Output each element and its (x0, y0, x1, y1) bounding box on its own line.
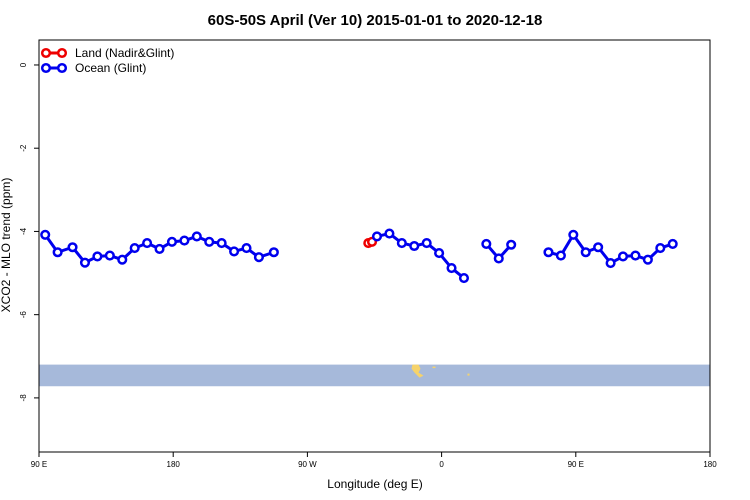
data-point-ocean-glint (630, 250, 641, 261)
legend: Land (Nadir&Glint)Ocean (Glint) (40, 46, 174, 75)
data-point-ocean-glint (371, 231, 383, 242)
land-island (432, 366, 436, 369)
x-tick-label: 90 E (31, 460, 47, 469)
x-tick-label: 180 (703, 460, 717, 469)
x-tick-label: 90 E (568, 460, 584, 469)
data-point-ocean-glint (129, 243, 140, 254)
x-tick-label: 90 W (298, 460, 317, 469)
data-point-ocean-glint (396, 238, 407, 249)
series-layer (40, 228, 678, 284)
data-point-ocean-glint (434, 248, 445, 259)
x-tick-label: 180 (167, 460, 181, 469)
data-point-ocean-glint (268, 247, 279, 258)
y-tick-label: 0 (19, 62, 28, 67)
map-strip (39, 364, 710, 387)
data-point-ocean-glint (446, 263, 457, 274)
data-point-ocean-glint (216, 238, 227, 249)
chart-title: 60S-50S April (Ver 10) 2015-01-01 to 202… (208, 12, 543, 29)
data-point-ocean-glint (421, 238, 432, 249)
x-axis-label: Longitude (deg E) (327, 477, 422, 491)
data-point-ocean-glint (104, 250, 115, 261)
data-point-ocean-glint (92, 251, 103, 262)
data-point-ocean-glint (409, 240, 420, 252)
data-point-ocean-glint (543, 247, 554, 258)
x-tick-label: 0 (439, 460, 444, 469)
data-point-ocean-glint (40, 229, 51, 240)
land-island (467, 373, 470, 376)
y-tick-label: -8 (19, 394, 28, 402)
legend-label-land-nadir-glint: Land (Nadir&Glint) (75, 46, 174, 60)
data-point-ocean-glint (493, 253, 504, 264)
data-point-ocean-glint (655, 243, 666, 254)
data-point-ocean-glint (481, 238, 492, 249)
data-point-ocean-glint (142, 238, 153, 249)
data-point-ocean-glint (79, 257, 91, 268)
data-point-ocean-glint (458, 272, 470, 284)
y-tick-label: -2 (19, 144, 28, 152)
legend-marker-land-nadir-glint (40, 47, 52, 59)
legend-marker-ocean-glint (40, 62, 52, 74)
data-point-ocean-glint (241, 243, 252, 254)
data-point-ocean-glint (52, 247, 63, 258)
data-point-ocean-glint (642, 254, 653, 265)
data-point-ocean-glint (229, 246, 240, 257)
data-point-ocean-glint (67, 242, 78, 253)
data-point-ocean-glint (617, 251, 629, 262)
data-point-ocean-glint (593, 242, 604, 253)
legend-marker-ocean-glint (56, 62, 68, 74)
y-axis: 0 -2 -4 -6 -8 (19, 62, 39, 401)
data-point-ocean-glint (555, 250, 566, 261)
data-point-ocean-glint (605, 258, 616, 269)
data-point-ocean-glint (117, 254, 128, 265)
land-patagonia (411, 364, 424, 378)
map-land-region (411, 364, 470, 378)
data-point-ocean-glint (667, 238, 678, 249)
legend-marker-land-nadir-glint (56, 47, 68, 59)
data-point-ocean-glint (179, 235, 190, 246)
data-point-ocean-glint (568, 229, 579, 240)
data-point-ocean-glint (166, 236, 178, 247)
y-axis-label: XCO2 - MLO trend (ppm) (0, 178, 13, 313)
data-point-ocean-glint (580, 247, 591, 258)
data-point-ocean-glint (506, 239, 517, 250)
y-tick-label: -4 (19, 227, 28, 235)
y-tick-label: -6 (19, 311, 28, 319)
data-point-ocean-glint (384, 228, 395, 239)
data-point-ocean-glint (191, 231, 202, 242)
x-axis: 90 E 180 90 W 0 90 E 180 (31, 452, 717, 469)
data-point-ocean-glint (204, 236, 215, 247)
data-point-ocean-glint (154, 243, 165, 254)
data-point-ocean-glint (253, 252, 264, 263)
plot-frame (38, 39, 711, 453)
legend-label-ocean-glint: Ocean (Glint) (75, 61, 146, 75)
